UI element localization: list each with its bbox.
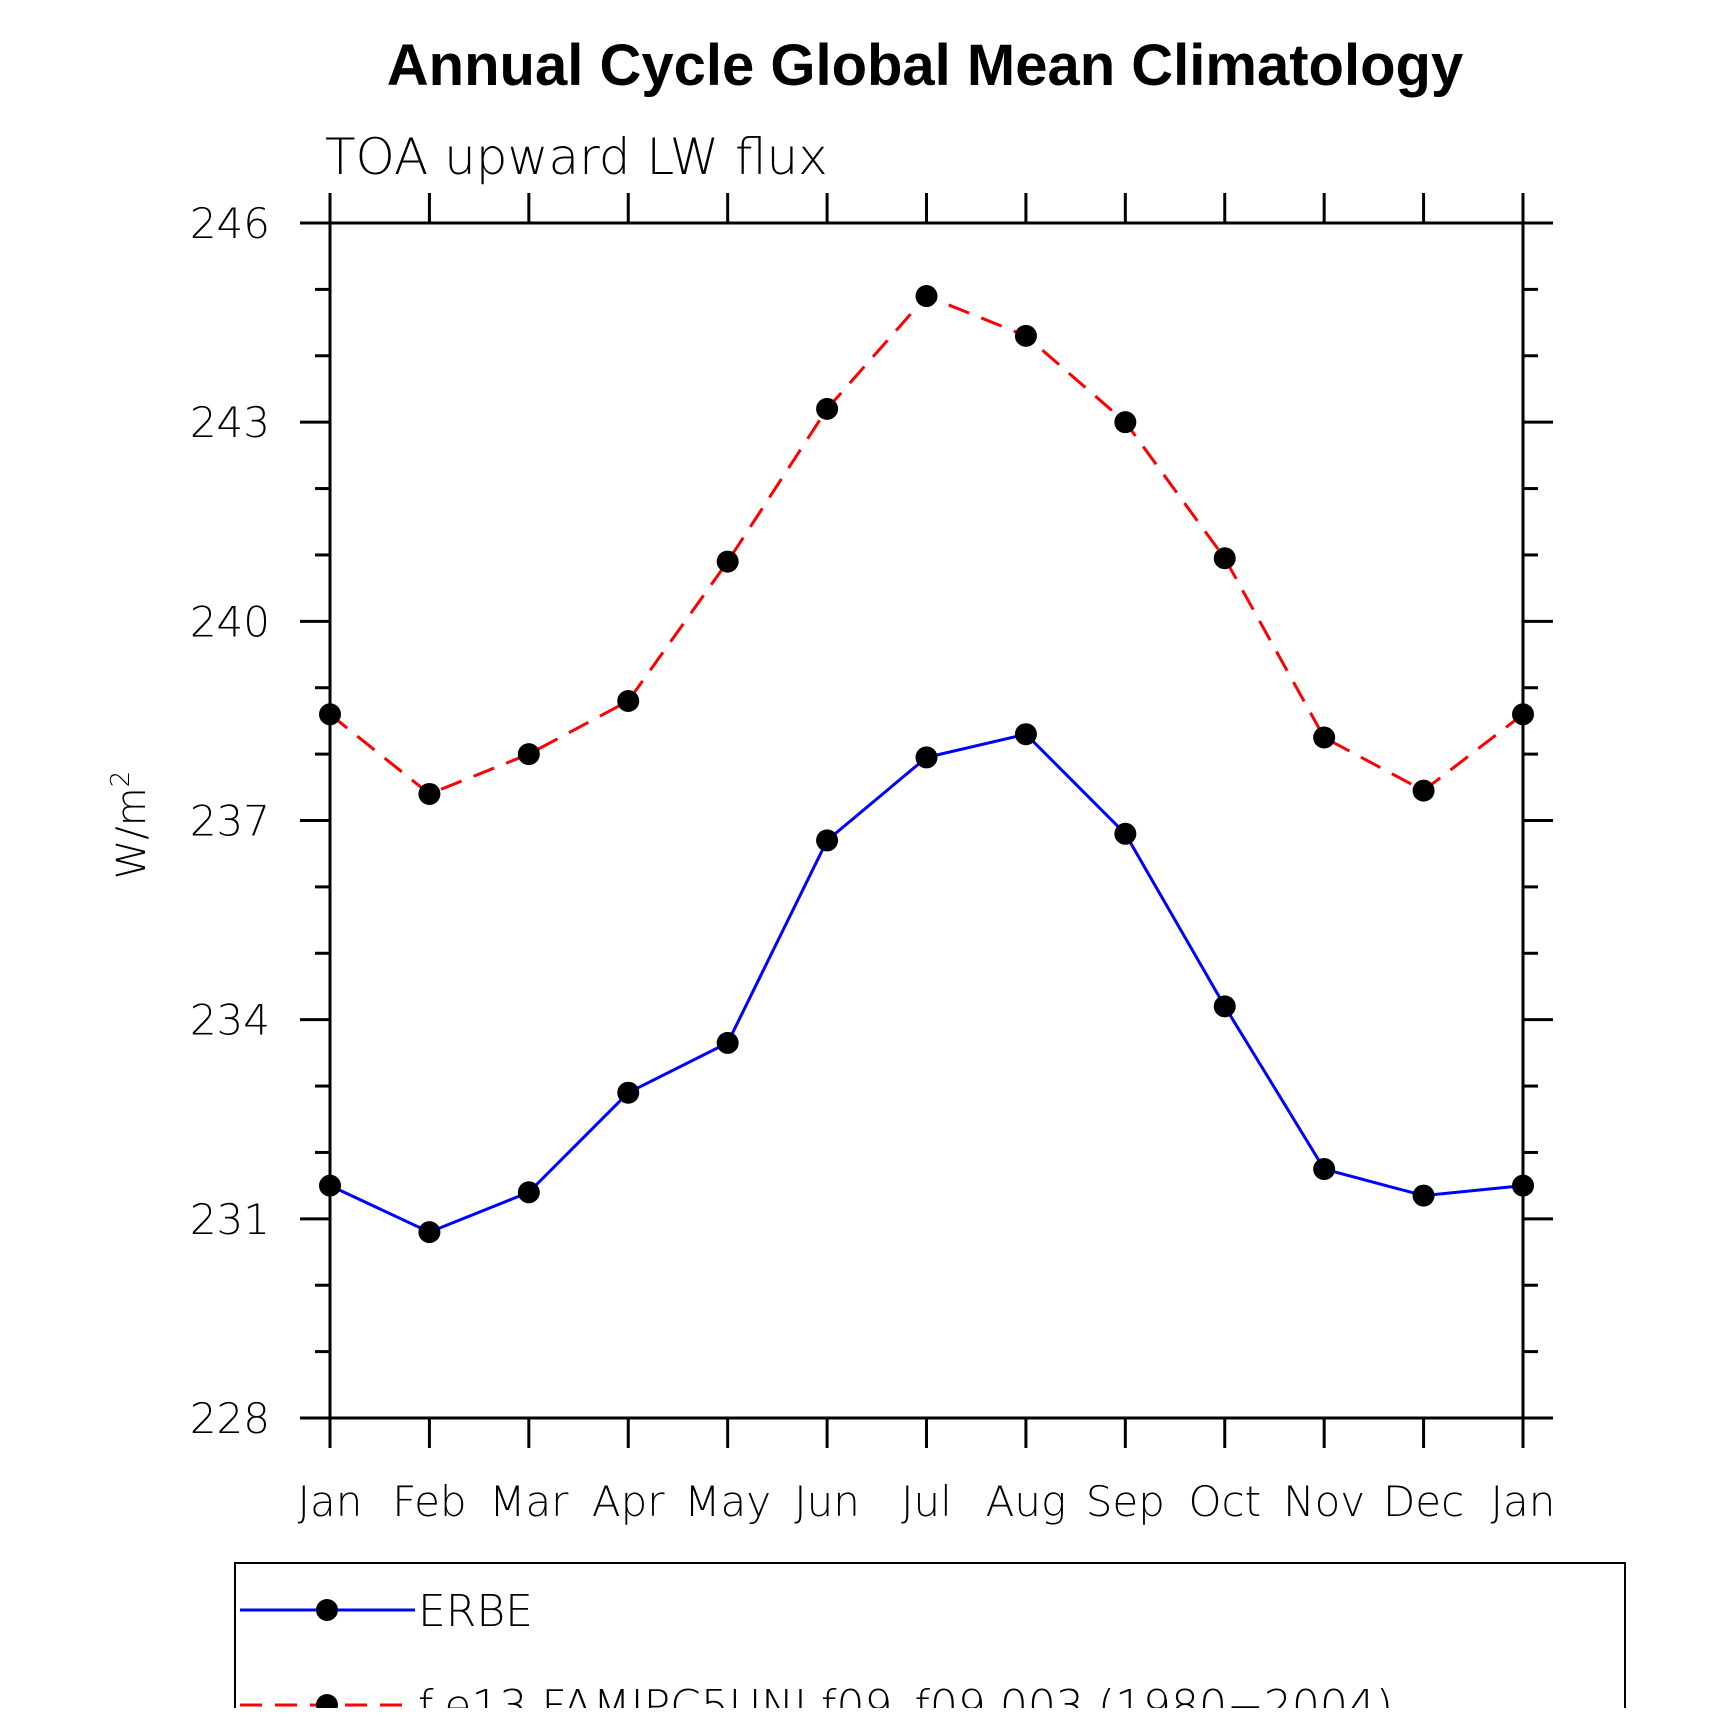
- plot-area: [319, 285, 1534, 1244]
- series-2-point: [915, 285, 938, 308]
- y-axis-label: W/m2: [106, 771, 155, 880]
- x-tick-label: Aug: [986, 1477, 1067, 1526]
- legend-label-2: f.e13.FAMIPC5UNI.f09_f09.003 (1980−2004): [418, 1681, 1393, 1708]
- y-axis-label-superscript: 2: [106, 771, 136, 788]
- series-1-point: [1213, 995, 1236, 1018]
- series-1-point: [1313, 1158, 1336, 1181]
- y-axis-label-text: W/m: [109, 787, 155, 879]
- x-tick-label: May: [684, 1477, 771, 1526]
- chart-title: Annual Cycle Global Mean Climatology: [387, 33, 1463, 98]
- x-tick-label: Jun: [794, 1477, 860, 1526]
- series-2-point: [1213, 547, 1236, 570]
- series-2-point: [1014, 324, 1037, 347]
- legend-marker-2: [316, 1694, 338, 1713]
- x-tick-label: Jan: [298, 1477, 363, 1526]
- x-tick-label: Apr: [592, 1477, 665, 1526]
- x-tick-label: Dec: [1383, 1477, 1464, 1526]
- y-tick-label: 228: [190, 1394, 270, 1443]
- legend: ERBE f.e13.FAMIPC5UNI.f09_f09.003 (1980−2…: [234, 1562, 1626, 1713]
- y-tick-label: 237: [190, 797, 270, 846]
- axes: 228 231 234 237 240 243 246 Jan Feb Mar Apr May Jun J…: [190, 193, 1556, 1526]
- series-2-point: [1114, 411, 1137, 434]
- series-line-2: [329, 294, 1524, 796]
- y-tick-label: 246: [190, 199, 270, 248]
- series-2-point: [517, 743, 540, 766]
- series-2-point: [1313, 726, 1336, 749]
- series-1-point: [1412, 1184, 1435, 1207]
- x-tick-label: Nov: [1283, 1477, 1365, 1526]
- series-2-point: [1412, 779, 1435, 802]
- series-2-point: [816, 397, 839, 420]
- y-tick-label: 234: [190, 996, 270, 1045]
- series-line-1: [329, 732, 1524, 1234]
- legend-marker-1: [316, 1599, 338, 1621]
- x-tick-label: Mar: [489, 1477, 569, 1526]
- series-1-point: [1114, 822, 1137, 845]
- series-1-point: [816, 829, 839, 852]
- series-1-point: [617, 1081, 640, 1104]
- y-tick-label: 231: [190, 1195, 270, 1244]
- series-1-point: [915, 746, 938, 769]
- svg-text:W/m2: W/m2: [106, 771, 155, 880]
- series-1-point: [716, 1031, 739, 1054]
- y-tick-label: 240: [190, 597, 270, 646]
- legend-box: [234, 1562, 1626, 1713]
- plot-frame: [328, 221, 1525, 1420]
- chart-subtitle: TOA upward LW flux: [325, 128, 828, 186]
- series-2-point: [716, 550, 739, 573]
- series-2-point: [617, 690, 640, 712]
- x-tick-label: Oct: [1188, 1477, 1261, 1526]
- series-1-point: [418, 1221, 441, 1244]
- x-tick-label: Feb: [392, 1477, 466, 1526]
- y-tick-label: 243: [190, 398, 270, 447]
- series-2-point: [418, 782, 441, 805]
- legend-label-1: ERBE: [418, 1586, 533, 1637]
- x-tick-label: Sep: [1086, 1477, 1165, 1526]
- x-tick-label: Jul: [901, 1477, 952, 1526]
- series-1-point: [1014, 723, 1037, 746]
- series-1-point: [517, 1181, 540, 1204]
- x-tick-label: Jan: [1491, 1477, 1556, 1526]
